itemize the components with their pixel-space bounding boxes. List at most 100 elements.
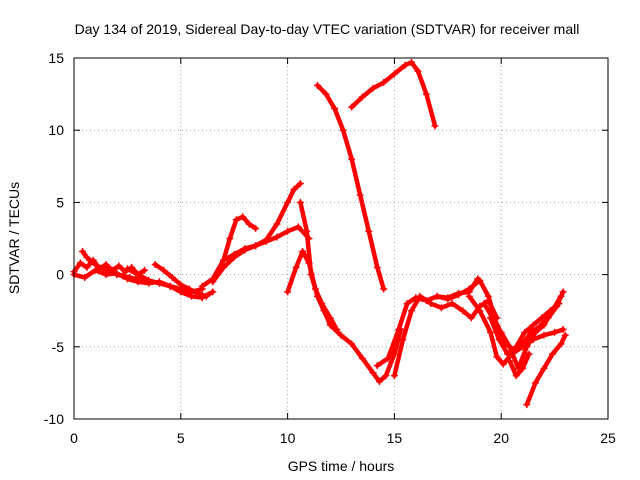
data-point-plus [100,265,108,273]
x-tick-label: 20 [493,430,509,446]
data-point-plus [358,354,366,362]
chart-title: Day 134 of 2019, Sidereal Day-to-day VTE… [75,21,580,37]
series-line [481,294,564,371]
series-line [199,214,258,289]
data-point-plus [194,289,202,297]
data-point-plus [126,274,133,281]
series-line [315,83,386,292]
x-axis-label: GPS time / hours [288,458,395,474]
series-sat-s [523,331,569,409]
series-sat-h [220,223,313,264]
data-point-plus [94,262,101,270]
data-point-plus [557,340,565,348]
data-point-plus [318,300,326,307]
data-point-plus [523,343,531,351]
series-line [392,294,500,378]
grid-lines [74,58,608,419]
data-point-plus [431,122,439,130]
data-series [70,58,569,409]
data-point-plus [290,185,298,193]
data-point-plus [132,275,140,283]
series-line [507,351,532,378]
y-tick-labels: -10 -5 0 5 10 15 [44,50,64,427]
data-point-plus [303,227,311,235]
y-tick-label: 5 [56,194,64,210]
y-tick-label: 0 [56,267,64,283]
data-point-plus [333,326,341,333]
data-point-plus [422,90,430,98]
data-point-plus [106,268,114,276]
data-point-plus [331,105,339,112]
data-point-plus [540,321,548,329]
data-point-plus [529,321,537,329]
data-point-plus [369,84,377,92]
data-point-plus [209,278,217,286]
data-point-plus [493,353,501,361]
data-point-plus [232,216,240,224]
data-point-plus [83,263,91,271]
data-point-plus [305,259,313,267]
data-point-plus [373,362,381,370]
data-point-plus [202,292,210,300]
data-point-plus [339,126,347,134]
data-point-plus [540,331,548,339]
data-point-plus [311,285,319,293]
data-point-plus [252,242,260,250]
series-sat-e [151,261,210,300]
data-point-plus [373,263,381,271]
x-tick-label: 10 [280,430,296,446]
data-point-plus [408,307,415,315]
data-point-plus [314,81,321,89]
data-point-plus [476,276,484,284]
data-point-plus [102,261,110,268]
data-point-plus [115,262,123,270]
data-point-plus [555,300,563,307]
data-point-plus [134,271,142,279]
data-point-plus [444,295,452,303]
data-point-plus [145,276,153,284]
data-point-plus [382,372,390,380]
data-point-plus [119,272,127,280]
data-point-plus [384,354,392,362]
data-point-plus [348,103,356,111]
data-point-plus [87,258,95,266]
data-point-plus [141,266,148,274]
data-point-plus [465,292,473,300]
axis-ticks [73,57,609,420]
data-point-plus [531,379,539,387]
data-point-plus [523,401,531,409]
series-sat-k [314,81,388,293]
data-point-plus [437,304,445,312]
data-point-plus [91,266,99,274]
x-tick-label: 25 [600,430,616,446]
data-point-plus [83,253,91,261]
data-point-plus [549,350,556,358]
data-point-plus [448,300,456,307]
x-tick-label: 0 [70,430,78,446]
data-point-plus [467,314,475,322]
data-point-plus [519,365,527,372]
data-point-plus [390,372,398,380]
data-point-plus [155,279,163,287]
data-point-plus [230,250,238,258]
data-point-plus [525,350,533,358]
series-sat-l [348,58,439,130]
data-point-plus [81,274,89,281]
data-point-plus [531,328,539,336]
data-point-plus [123,265,131,273]
series-line [524,332,568,407]
data-point-plus [380,79,388,86]
data-point-plus [284,227,292,235]
data-point-plus [495,336,503,344]
data-point-plus [209,288,217,296]
data-point-plus [292,263,300,271]
data-point-plus [540,365,548,372]
series-line [71,257,147,277]
y-axis-label: SDTVAR / TECUs [6,182,22,294]
data-point-plus [455,291,462,299]
data-point-plus [476,307,484,315]
data-point-plus [348,155,356,163]
data-point-plus [557,292,565,300]
data-point-plus [326,314,334,322]
data-point-plus [369,369,377,377]
